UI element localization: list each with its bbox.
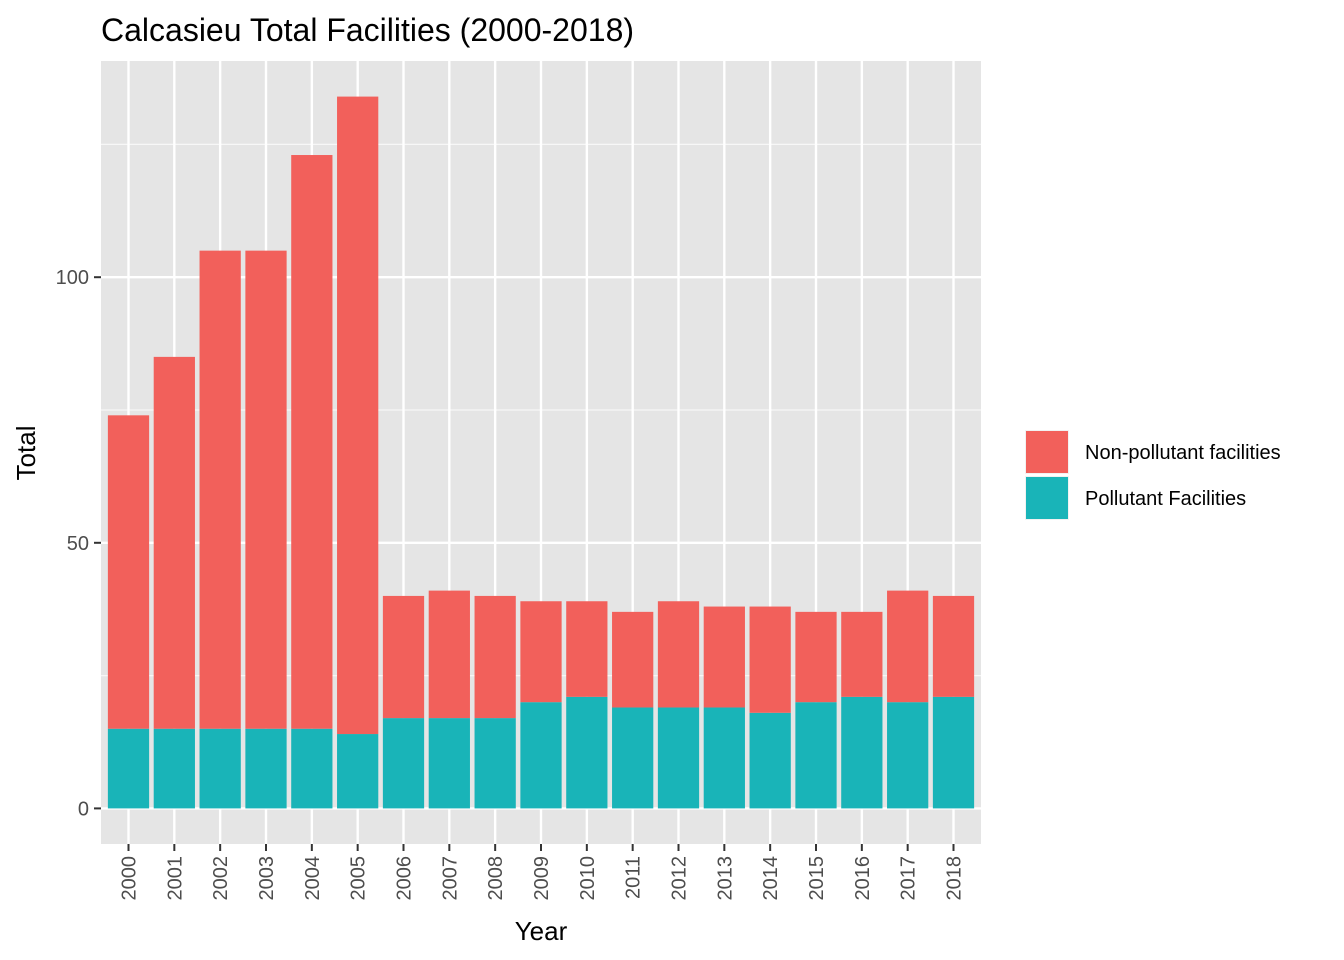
- x-tick-label: 2012: [669, 856, 691, 901]
- x-tick-label: 2007: [439, 856, 461, 901]
- bar-pollutant-facilities-2012: [657, 707, 700, 809]
- x-tick-label: 2008: [485, 856, 507, 901]
- x-tick-label: 2006: [394, 856, 416, 901]
- bar-non-pollutant-facilities-2016: [841, 611, 883, 697]
- bar-non-pollutant-facilities-2000: [107, 415, 150, 729]
- legend-swatch-non-pollutant-facilities: [1026, 431, 1068, 473]
- x-tick-label: 2000: [119, 856, 141, 901]
- bar-pollutant-facilities-2007: [428, 718, 470, 809]
- bar-pollutant-facilities-2016: [841, 696, 883, 809]
- x-tick-label: 2013: [714, 856, 736, 901]
- x-tick-label: 2015: [806, 856, 828, 901]
- bar-pollutant-facilities-2013: [703, 707, 745, 809]
- legend-label-non-pollutant-facilities: Non-pollutant facilities: [1085, 442, 1281, 464]
- bar-non-pollutant-facilities-2015: [795, 611, 837, 703]
- x-axis: 2000 2001 2002 2003 2004 2005 2006 2007 2008 2009…: [119, 844, 966, 901]
- legend-swatch-pollutant-facilities: [1026, 477, 1068, 519]
- bar-non-pollutant-facilities-2006: [382, 595, 425, 719]
- bar-pollutant-facilities-2011: [612, 707, 654, 809]
- bar-pollutant-facilities-2006: [382, 718, 425, 809]
- bar-non-pollutant-facilities-2003: [245, 250, 287, 729]
- x-tick-label: 2005: [348, 856, 370, 901]
- chart-title: Calcasieu Total Facilities (2000-2018): [101, 12, 634, 48]
- bar-pollutant-facilities-2002: [199, 728, 241, 809]
- x-axis-title: Year: [515, 916, 568, 946]
- bar-non-pollutant-facilities-2014: [749, 606, 791, 713]
- x-tick-label: 2003: [256, 856, 278, 901]
- bar-non-pollutant-facilities-2013: [703, 606, 745, 708]
- x-tick-label: 2016: [852, 856, 874, 901]
- bar-pollutant-facilities-2004: [291, 728, 333, 809]
- bar-non-pollutant-facilities-2008: [474, 595, 516, 719]
- bar-pollutant-facilities-2005: [337, 734, 379, 809]
- bar-non-pollutant-facilities-2017: [887, 590, 929, 703]
- bar-non-pollutant-facilities-2010: [566, 601, 608, 697]
- x-tick-label: 2014: [760, 856, 782, 901]
- x-tick-label: 2011: [623, 856, 645, 899]
- legend: Non-pollutant facilities Pollutant Facili…: [1025, 430, 1281, 520]
- x-tick-label: 2002: [210, 856, 232, 901]
- bar-non-pollutant-facilities-2018: [932, 595, 975, 697]
- bar-pollutant-facilities-2009: [520, 702, 562, 809]
- bar-pollutant-facilities-2014: [749, 712, 791, 809]
- x-tick-label: 2017: [898, 856, 920, 901]
- bar-non-pollutant-facilities-2001: [153, 356, 195, 729]
- bar-non-pollutant-facilities-2011: [612, 611, 654, 708]
- bar-pollutant-facilities-2018: [932, 696, 975, 809]
- bar-non-pollutant-facilities-2002: [199, 250, 241, 729]
- x-tick-label: 2010: [577, 856, 599, 901]
- bar-pollutant-facilities-2017: [887, 702, 929, 809]
- y-tick-label: 50: [67, 533, 89, 555]
- bar-non-pollutant-facilities-2009: [520, 601, 562, 703]
- bar-pollutant-facilities-2001: [153, 728, 195, 809]
- bar-pollutant-facilities-2015: [795, 702, 837, 809]
- y-tick-label: 0: [78, 798, 89, 820]
- bar-non-pollutant-facilities-2012: [657, 601, 700, 708]
- x-tick-label: 2018: [944, 856, 966, 901]
- bar-pollutant-facilities-2010: [566, 696, 608, 809]
- bar-non-pollutant-facilities-2004: [291, 155, 333, 729]
- y-axis-title: Total: [11, 426, 41, 481]
- bar-pollutant-facilities-2008: [474, 718, 516, 809]
- legend-label-pollutant-facilities: Pollutant Facilities: [1085, 488, 1246, 510]
- bar-pollutant-facilities-2003: [245, 728, 287, 809]
- bar-non-pollutant-facilities-2005: [337, 96, 379, 735]
- y-tick-label: 100: [56, 267, 89, 289]
- bar-non-pollutant-facilities-2007: [428, 590, 470, 719]
- x-tick-label: 2004: [302, 856, 324, 901]
- y-axis: 0 50 100: [56, 267, 101, 820]
- x-tick-label: 2001: [164, 856, 186, 901]
- bar-pollutant-facilities-2000: [107, 728, 150, 809]
- x-tick-label: 2009: [531, 856, 553, 901]
- bars: [107, 96, 975, 809]
